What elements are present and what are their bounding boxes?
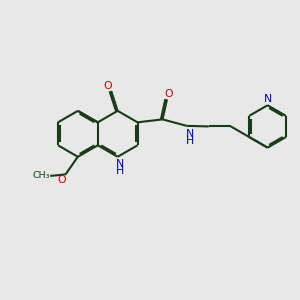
Text: CH₃: CH₃ — [33, 171, 50, 180]
Text: N: N — [264, 94, 272, 104]
Text: O: O — [57, 175, 66, 185]
Text: H: H — [186, 136, 194, 146]
Text: N: N — [116, 159, 124, 169]
Text: O: O — [103, 80, 112, 91]
Text: N: N — [186, 129, 194, 139]
Text: O: O — [164, 89, 173, 99]
Text: H: H — [116, 166, 124, 176]
